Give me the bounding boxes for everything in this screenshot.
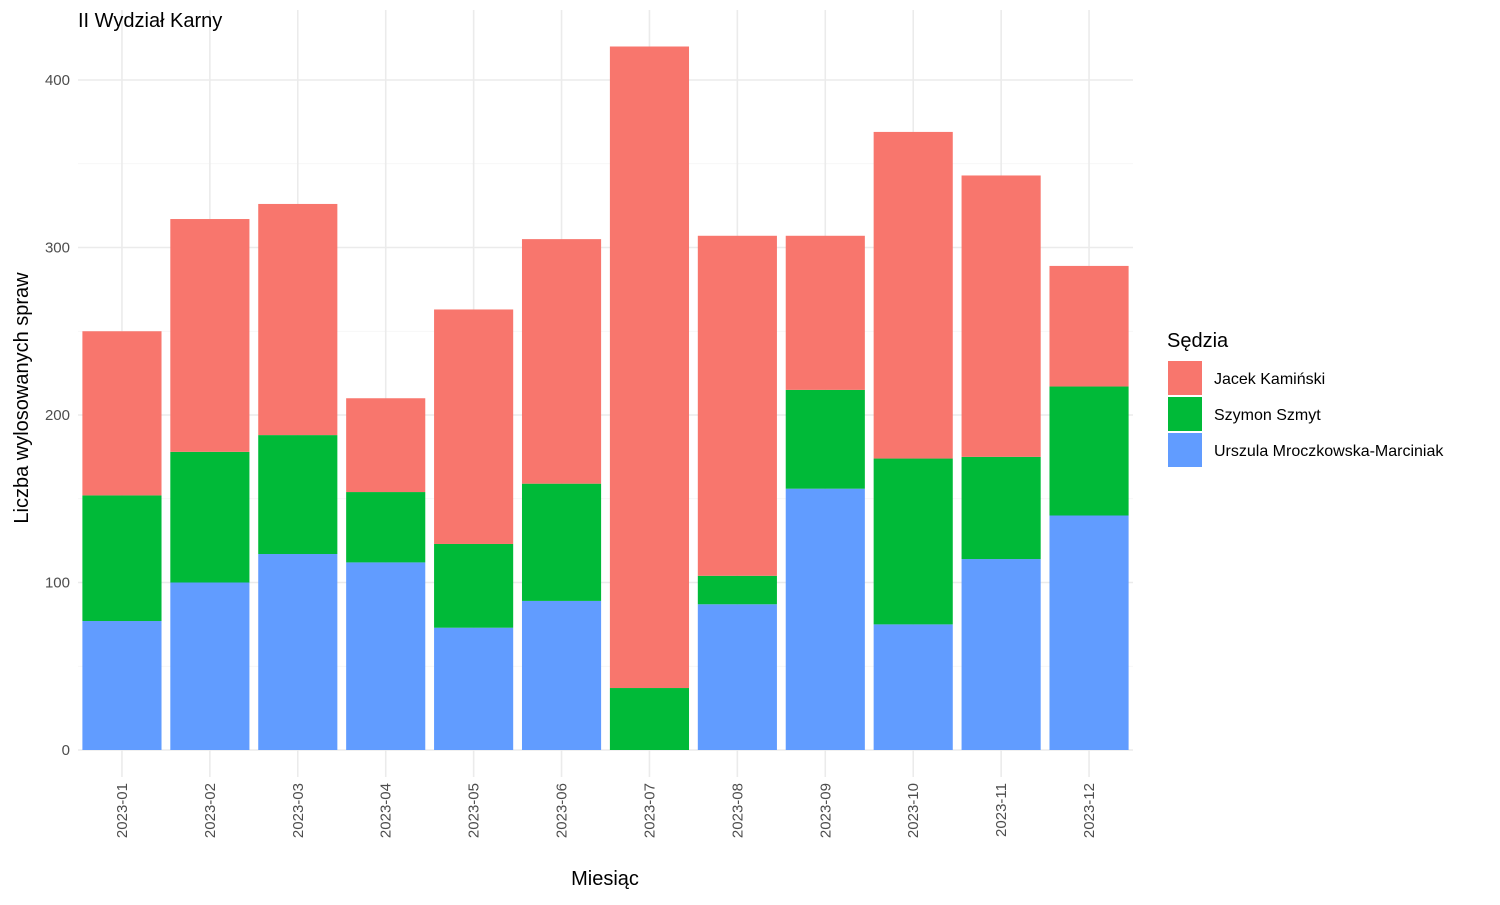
- bar-segment: [170, 219, 250, 452]
- legend-label: Jacek Kamiński: [1214, 371, 1325, 388]
- legend-title: Sędzia: [1167, 330, 1229, 352]
- bar-segment: [785, 488, 865, 750]
- x-tick-label: 2023-12: [1081, 783, 1098, 838]
- legend-label: Urszula Mroczkowska-Marciniak: [1214, 443, 1444, 460]
- bar-segment: [609, 688, 690, 750]
- bar-segment: [961, 559, 1041, 750]
- y-tick-label: 400: [45, 72, 70, 89]
- x-tick-label: 2023-09: [817, 783, 834, 838]
- bar-segment: [170, 582, 250, 750]
- bar-segment: [434, 543, 514, 628]
- bar-segment: [961, 175, 1041, 457]
- bar-segment: [521, 239, 602, 484]
- bar-segment: [697, 604, 777, 750]
- bar-segment: [346, 562, 426, 750]
- bar-segment: [258, 203, 338, 436]
- bar-segment: [258, 554, 338, 750]
- bar-segment: [1049, 515, 1129, 750]
- legend-label: Szymon Szmyt: [1214, 407, 1321, 424]
- bar-segment: [521, 600, 602, 750]
- y-tick-label: 200: [45, 407, 70, 424]
- bar-segment: [258, 435, 338, 555]
- y-tick-label: 0: [62, 742, 70, 759]
- x-tick-label: 2023-02: [202, 783, 219, 838]
- x-tick-label: 2023-11: [993, 783, 1010, 837]
- bars: [82, 46, 1129, 750]
- x-tick-label: 2023-10: [905, 783, 922, 838]
- legend: Sędzia Jacek Kamiński Szymon Szmyt Urszula…: [1167, 330, 1444, 467]
- bar-segment: [434, 627, 514, 750]
- legend-swatch: [1168, 397, 1202, 431]
- bar-segment: [521, 483, 602, 601]
- bar-segment: [873, 458, 953, 625]
- bar-segment: [346, 398, 426, 493]
- bar-segment: [609, 46, 690, 689]
- bar-segment: [697, 235, 777, 576]
- y-axis-title: Liczba wylosowanych spraw: [11, 272, 33, 524]
- y-tick-label: 100: [45, 575, 70, 592]
- bar-segment: [82, 621, 162, 750]
- x-tick-label: 2023-03: [290, 783, 307, 838]
- legend-swatch: [1168, 361, 1202, 395]
- bar-segment: [82, 331, 162, 496]
- chart-title: II Wydział Karny: [78, 10, 222, 32]
- bar-segment: [170, 451, 250, 583]
- x-axis-ticks: 2023-01 2023-02 2023-03 2023-04 2023-05 2023-…: [114, 783, 1098, 838]
- x-tick-label: 2023-05: [466, 783, 483, 838]
- bar-segment: [82, 495, 162, 622]
- x-tick-label: 2023-07: [641, 783, 658, 838]
- y-axis-ticks: 0 100 200 300 400: [45, 72, 70, 759]
- legend-swatch: [1168, 433, 1202, 467]
- bar-segment: [697, 575, 777, 605]
- bar-segment: [785, 389, 865, 489]
- bar-segment: [873, 131, 953, 459]
- bar-segment: [1049, 265, 1129, 387]
- bar-segment: [961, 456, 1041, 560]
- x-tick-label: 2023-08: [729, 783, 746, 838]
- bar-segment: [873, 624, 953, 750]
- y-tick-label: 300: [45, 240, 70, 257]
- bar-segment: [434, 309, 514, 544]
- bar-segment: [1049, 386, 1129, 516]
- bar-segment: [346, 492, 426, 563]
- x-axis-title: Miesiąc: [571, 868, 639, 890]
- bar-segment: [785, 235, 865, 390]
- x-tick-label: 2023-06: [554, 783, 571, 838]
- x-tick-label: 2023-01: [114, 783, 131, 838]
- x-tick-label: 2023-04: [378, 783, 395, 838]
